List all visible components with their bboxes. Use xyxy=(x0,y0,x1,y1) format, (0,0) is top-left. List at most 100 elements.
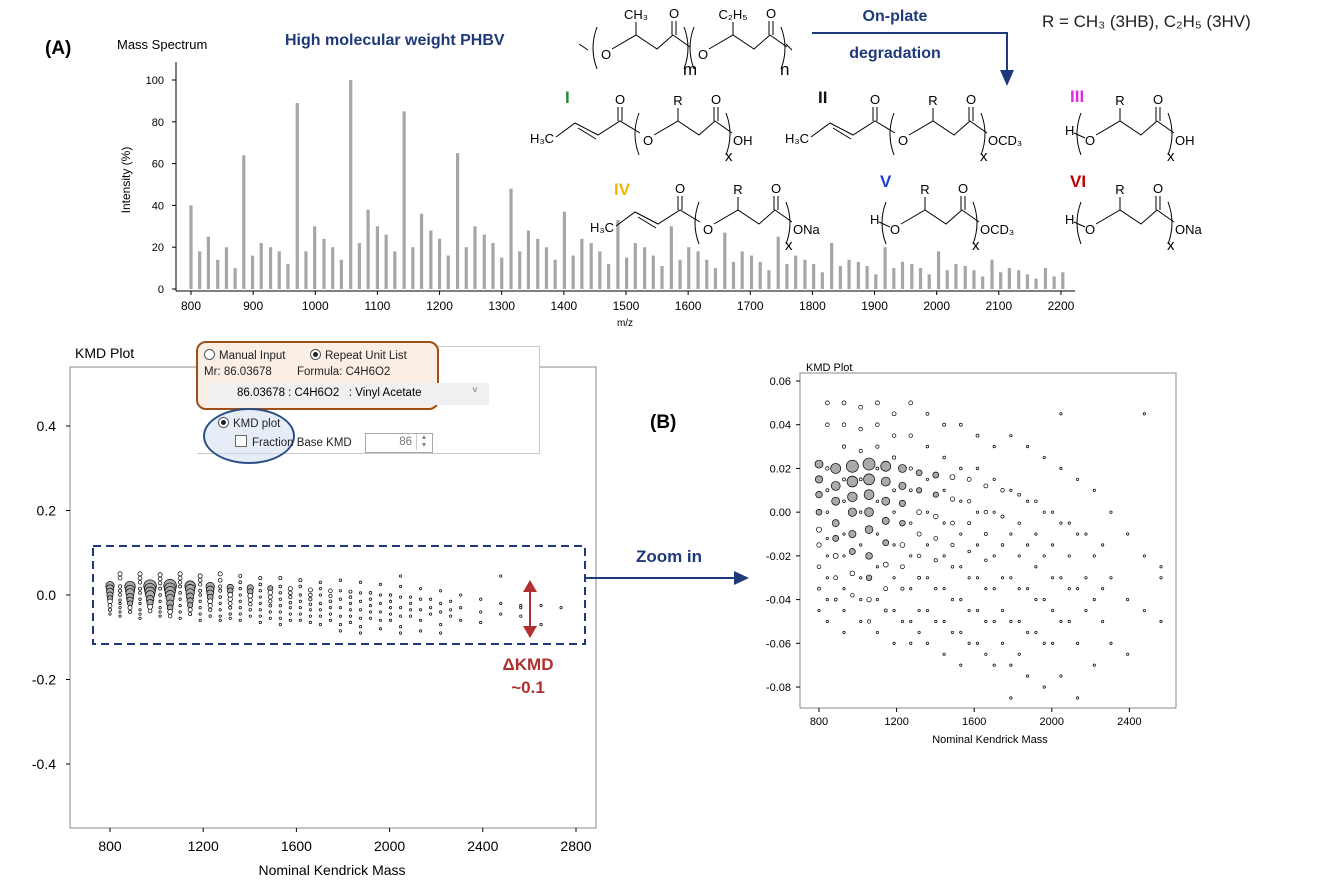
kmd-point xyxy=(167,609,173,615)
kmd-point xyxy=(992,619,996,624)
kmd-point xyxy=(178,616,182,620)
kmd-point xyxy=(1142,608,1146,613)
kmd-point xyxy=(814,459,824,469)
kmd-point xyxy=(815,475,823,484)
kmd-point xyxy=(932,471,940,479)
kmd-point xyxy=(858,404,864,410)
zoom-region-box xyxy=(92,545,586,645)
spectrum-peak xyxy=(678,259,682,289)
kmd-point xyxy=(218,618,222,622)
spectrum-x-label: m/z xyxy=(617,318,633,329)
manual-input-radio[interactable]: Manual Input xyxy=(204,349,286,362)
spectrum-peak xyxy=(820,272,824,289)
kmd-point xyxy=(399,606,403,610)
base-value: 86 xyxy=(399,436,412,448)
kmd-point xyxy=(1051,576,1055,580)
spectrum-peak xyxy=(419,213,424,289)
spectrum-peak xyxy=(669,226,673,289)
kmd-point xyxy=(399,574,403,578)
spectrum-peak xyxy=(357,243,361,289)
spectrum-title: Mass Spectrum xyxy=(117,37,207,52)
kmd-point xyxy=(238,606,242,610)
kmd-point xyxy=(1076,696,1080,700)
kmd-point xyxy=(825,598,829,602)
repeat-subscript: x xyxy=(785,237,793,254)
kmd-point xyxy=(1084,576,1088,580)
spectrum-peak xyxy=(536,238,540,289)
fraction-base-kmd-checkbox[interactable]: Fraction Base KMD xyxy=(235,435,352,449)
kmd-point xyxy=(419,597,423,601)
kmd-point xyxy=(238,618,242,622)
kmd-point xyxy=(177,571,183,577)
kmd-point xyxy=(1067,619,1071,624)
bracket-close xyxy=(980,112,986,156)
kmd-point xyxy=(825,576,829,580)
kmd-point xyxy=(832,535,840,542)
spectrum-peak xyxy=(1052,276,1056,289)
spectrum-peak xyxy=(838,266,842,289)
kmd-point xyxy=(892,488,896,493)
kmd-point xyxy=(1076,641,1080,645)
spectrum-peak xyxy=(705,259,709,289)
repeat-unit-dropdown[interactable]: 86.03678 : C4H6O2 : Vinyl Acetate ˅ xyxy=(207,383,489,405)
kmd-point xyxy=(1084,608,1088,613)
kmd-point xyxy=(975,466,980,471)
kmd-point xyxy=(228,612,232,616)
scheme-title: High molecular weight PHBV xyxy=(285,32,505,49)
kmd-point xyxy=(128,609,132,614)
kmd-point xyxy=(158,593,162,597)
carbonyl-oxygen: O xyxy=(675,181,685,196)
spectrum-peak xyxy=(411,247,415,289)
kmd-point xyxy=(815,508,823,516)
kmd-point xyxy=(358,608,363,612)
bracket-open xyxy=(881,201,887,245)
kmd-point xyxy=(258,601,262,606)
spectrum-peak xyxy=(339,259,343,289)
kmd-point xyxy=(1092,488,1096,492)
kmd-point xyxy=(1034,532,1038,536)
spectrum-peak xyxy=(277,251,281,289)
kmd-point xyxy=(138,586,143,591)
kmd-point xyxy=(118,593,122,597)
kmd-point xyxy=(328,606,332,610)
kmd-point xyxy=(909,521,913,525)
kmd-plot-radio[interactable]: KMD plot xyxy=(218,417,280,430)
kmd-point xyxy=(137,571,143,577)
kmd-point xyxy=(138,608,142,612)
base-value-stepper[interactable]: 86 ▲ ▼ xyxy=(365,433,433,453)
formula-readout: Formula: C4H6O2 xyxy=(297,366,390,378)
repeat-unit-list-radio[interactable]: Repeat Unit List xyxy=(310,349,407,362)
kmd-plot-b-title: KMD Plot xyxy=(806,362,852,374)
kmd-point xyxy=(831,519,840,527)
kmd-point xyxy=(118,598,122,602)
spectrum-peak xyxy=(740,251,744,289)
kmd-plot-a-points xyxy=(105,571,563,635)
kmd-point xyxy=(198,599,202,603)
kmd-point xyxy=(816,542,822,548)
kmd-point xyxy=(228,605,233,610)
spectrum-peak xyxy=(393,251,397,289)
y-tick-label: 80 xyxy=(152,117,164,129)
kmd-point xyxy=(499,612,503,616)
kmd-point xyxy=(167,613,173,619)
carbonyl-oxygen: O xyxy=(766,6,776,21)
kmd-point xyxy=(816,564,822,570)
kmd-point xyxy=(318,587,322,591)
kmd-point xyxy=(338,589,342,593)
spectrum-peak xyxy=(366,209,370,289)
kmd-point xyxy=(875,499,880,503)
kmd-point xyxy=(1017,652,1021,656)
kmd-point xyxy=(942,587,946,591)
kmd-point xyxy=(917,575,921,580)
stepper-arrows-icon[interactable]: ▲ ▼ xyxy=(416,434,431,450)
bond-line xyxy=(1073,132,1086,139)
kmd-point xyxy=(881,496,891,506)
spectrum-peak xyxy=(1017,270,1021,289)
kmd-point xyxy=(1009,532,1013,536)
kmd-point xyxy=(1000,488,1005,493)
double-bond xyxy=(832,127,852,140)
kmd-point xyxy=(1034,565,1038,569)
spectrum-peak xyxy=(553,259,557,289)
kmd-point xyxy=(348,589,353,594)
carbonyl-oxygen: O xyxy=(711,92,721,107)
